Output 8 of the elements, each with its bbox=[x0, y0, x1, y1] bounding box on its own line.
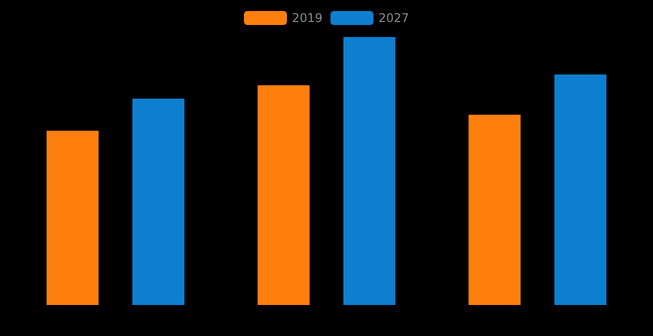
bar bbox=[46, 130, 99, 305]
bar bbox=[132, 98, 184, 305]
bar bbox=[343, 37, 396, 305]
legend-label: 2019 bbox=[292, 11, 323, 25]
bar bbox=[258, 85, 310, 305]
bar bbox=[468, 114, 521, 305]
bar bbox=[554, 74, 606, 305]
legend-label: 2027 bbox=[378, 11, 410, 25]
